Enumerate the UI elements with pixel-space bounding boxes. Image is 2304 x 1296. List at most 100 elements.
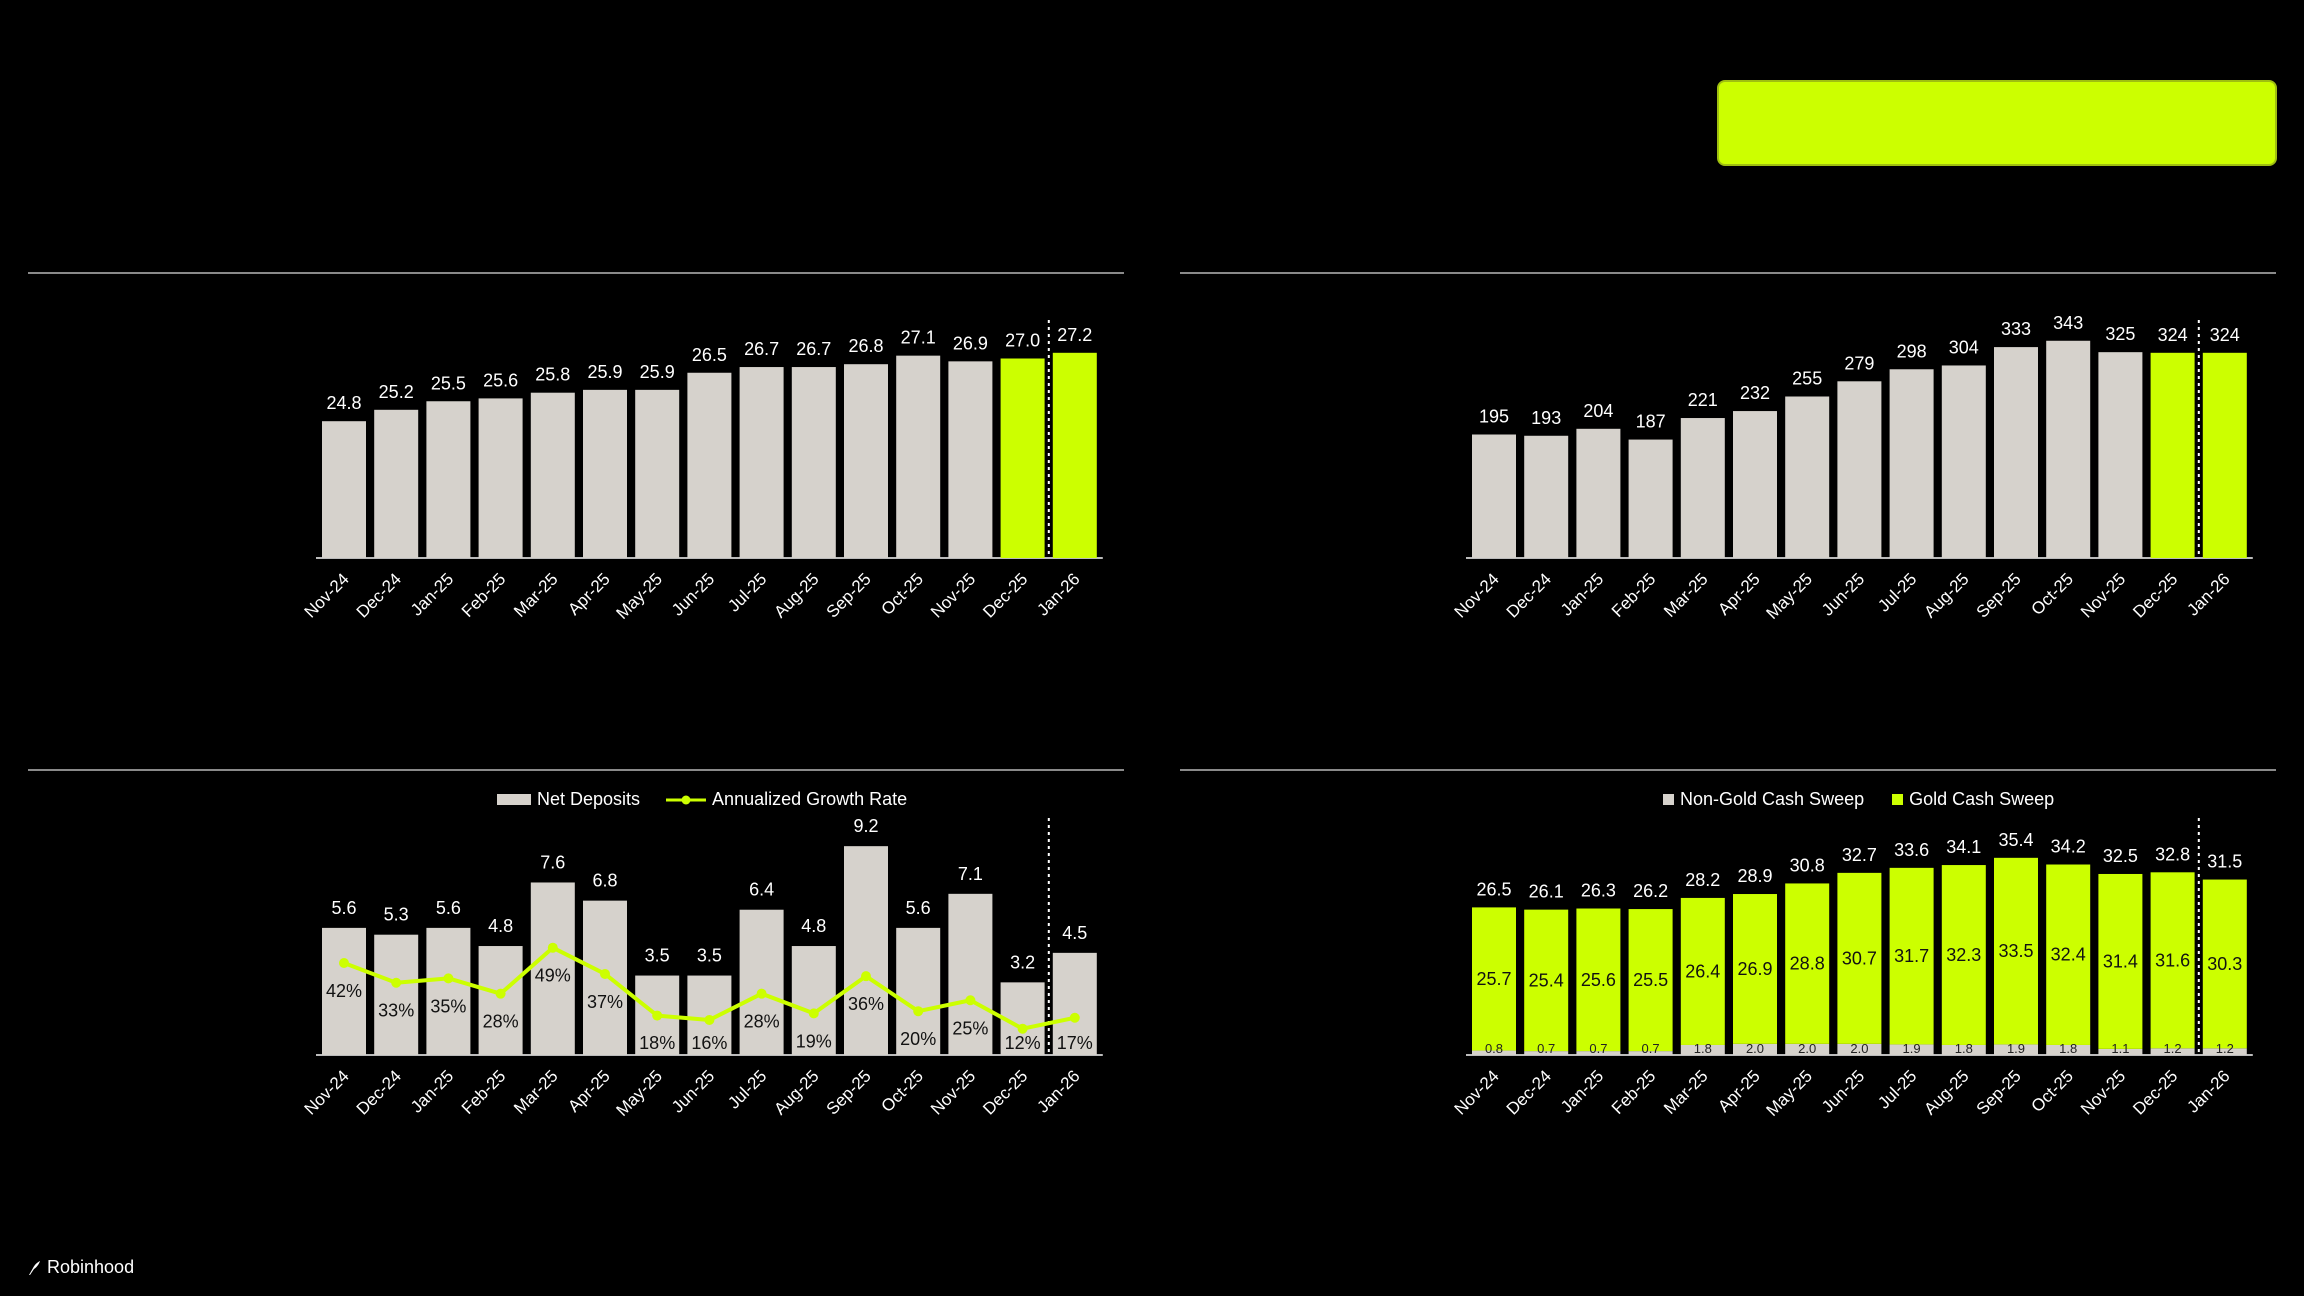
bar-value-label: 26.9 bbox=[953, 333, 988, 353]
legend-item-non-gold: Non-Gold Cash Sweep bbox=[1663, 789, 1864, 810]
growth-rate-point bbox=[443, 973, 454, 984]
growth-rate-label: 28% bbox=[744, 1012, 780, 1032]
x-tick-label: May-25 bbox=[1763, 569, 1817, 623]
bar-value-label: 255 bbox=[1792, 369, 1822, 389]
bar bbox=[1837, 381, 1882, 558]
gold-value-label: 26.4 bbox=[1685, 961, 1720, 981]
total-value-label: 28.9 bbox=[1737, 866, 1772, 886]
non-gold-value-label: 0.7 bbox=[1642, 1041, 1660, 1056]
bar-value-label: 5.6 bbox=[436, 898, 461, 918]
legend-label: Net Deposits bbox=[537, 789, 641, 809]
x-tick-label: Dec-25 bbox=[2129, 569, 2181, 621]
x-tick-label: Jan-26 bbox=[2183, 569, 2233, 619]
bar-value-label: 27.2 bbox=[1057, 325, 1092, 345]
growth-rate-label: 17% bbox=[1057, 1033, 1093, 1053]
bar-value-label: 27.0 bbox=[1005, 331, 1040, 351]
bar bbox=[791, 367, 836, 558]
bar bbox=[374, 934, 419, 1055]
legend-label: Non-Gold Cash Sweep bbox=[1680, 789, 1865, 809]
non-gold-value-label: 1.2 bbox=[2216, 1041, 2234, 1056]
growth-rate-point bbox=[861, 971, 871, 982]
x-tick-label: Nov-25 bbox=[2077, 569, 2129, 621]
x-tick-label: Jun-25 bbox=[668, 569, 718, 619]
bar-segment-gold bbox=[2098, 873, 2143, 1049]
non-gold-value-label: 1.8 bbox=[2059, 1041, 2077, 1056]
x-tick-label: Jan-25 bbox=[407, 1066, 457, 1116]
non-gold-value-label: 2.0 bbox=[1798, 1041, 1816, 1056]
x-tick-label: May-25 bbox=[613, 569, 667, 623]
bar-value-label: 25.9 bbox=[587, 362, 622, 382]
bar bbox=[2046, 340, 2091, 558]
legend-item-gold: Gold Cash Sweep bbox=[1892, 789, 2054, 810]
x-tick-label: Jan-25 bbox=[1557, 569, 1607, 619]
legend-bottom-left: Net Deposits Annualized Growth Rate bbox=[497, 789, 907, 810]
gold-value-label: 25.4 bbox=[1529, 970, 1564, 990]
total-value-label: 26.1 bbox=[1529, 882, 1564, 902]
total-value-label: 35.4 bbox=[1998, 830, 2033, 850]
bar-value-label: 6.8 bbox=[592, 871, 617, 891]
legend-item-growth-rate: Annualized Growth Rate bbox=[666, 789, 907, 810]
x-tick-label: Sep-25 bbox=[823, 1066, 875, 1118]
bar-value-label: 3.5 bbox=[645, 946, 670, 966]
x-tick-label: Jul-25 bbox=[724, 569, 770, 615]
non-gold-value-label: 0.7 bbox=[1537, 1041, 1555, 1056]
bar bbox=[948, 893, 993, 1055]
bar-segment-gold bbox=[1837, 872, 1882, 1044]
x-tick-label: Nov-25 bbox=[2077, 1066, 2129, 1118]
non-gold-value-label: 1.8 bbox=[1694, 1041, 1712, 1056]
x-tick-label: Jan-26 bbox=[2183, 1066, 2233, 1116]
bar-segment-non-gold bbox=[1576, 1051, 1621, 1055]
x-tick-label: Aug-25 bbox=[1920, 569, 1972, 621]
x-tick-label: Jan-25 bbox=[407, 569, 457, 619]
bar-value-label: 25.2 bbox=[379, 382, 414, 402]
non-gold-value-label: 0.7 bbox=[1589, 1041, 1607, 1056]
bar-segment-non-gold bbox=[1524, 1051, 1569, 1055]
bar-segment-gold bbox=[1994, 857, 2038, 1045]
bar-value-label: 27.1 bbox=[901, 328, 936, 348]
x-tick-label: Feb-25 bbox=[458, 569, 510, 621]
growth-rate-label: 37% bbox=[587, 992, 623, 1012]
bar-segment-gold bbox=[2150, 872, 2195, 1049]
gold-value-label: 26.9 bbox=[1737, 959, 1772, 979]
bar-value-label: 343 bbox=[2053, 313, 2083, 333]
gold-value-label: 30.7 bbox=[1842, 948, 1877, 968]
bar bbox=[1628, 439, 1673, 558]
x-tick-label: Dec-24 bbox=[1503, 1066, 1555, 1118]
growth-rate-label: 35% bbox=[430, 996, 466, 1016]
gold-value-label: 33.5 bbox=[1998, 941, 2033, 961]
legend-swatch-lime bbox=[1892, 794, 1904, 805]
bar-value-label: 325 bbox=[2105, 324, 2135, 344]
bar-value-label: 25.9 bbox=[640, 362, 675, 382]
bar-value-label: 6.4 bbox=[749, 880, 774, 900]
bar-value-label: 25.5 bbox=[431, 373, 466, 393]
non-gold-value-label: 0.8 bbox=[1485, 1041, 1503, 1056]
growth-rate-label: 18% bbox=[639, 1033, 675, 1053]
total-value-label: 32.7 bbox=[1842, 845, 1877, 865]
bar-value-label: 5.3 bbox=[384, 905, 409, 925]
bar bbox=[739, 367, 784, 558]
x-tick-label: Sep-25 bbox=[1973, 569, 2025, 621]
bar bbox=[478, 946, 523, 1055]
bar-segment-non-gold bbox=[2150, 1048, 2195, 1055]
bar-segment-non-gold bbox=[1837, 1043, 1882, 1055]
total-value-label: 32.5 bbox=[2103, 846, 2138, 866]
x-tick-label: Mar-25 bbox=[1660, 569, 1712, 621]
x-tick-label: Nov-24 bbox=[301, 1066, 353, 1118]
bar-value-label: 304 bbox=[1949, 337, 1979, 357]
x-tick-label: Mar-25 bbox=[510, 1066, 562, 1118]
total-value-label: 34.1 bbox=[1946, 837, 1981, 857]
bar bbox=[1889, 369, 1934, 558]
bar-segment-gold bbox=[1680, 897, 1725, 1045]
bar-segment-non-gold bbox=[1733, 1043, 1777, 1055]
bar-value-label: 333 bbox=[2001, 319, 2031, 339]
bar bbox=[1000, 358, 1045, 558]
growth-rate-point bbox=[756, 988, 767, 999]
total-value-label: 34.2 bbox=[2051, 837, 2086, 857]
bar-value-label: 232 bbox=[1740, 383, 1770, 403]
bar-value-label: 187 bbox=[1636, 412, 1666, 432]
bar bbox=[635, 389, 680, 558]
bar-segment-gold bbox=[1576, 908, 1621, 1052]
growth-rate-label: 20% bbox=[900, 1029, 936, 1049]
growth-rate-point bbox=[913, 1006, 924, 1017]
